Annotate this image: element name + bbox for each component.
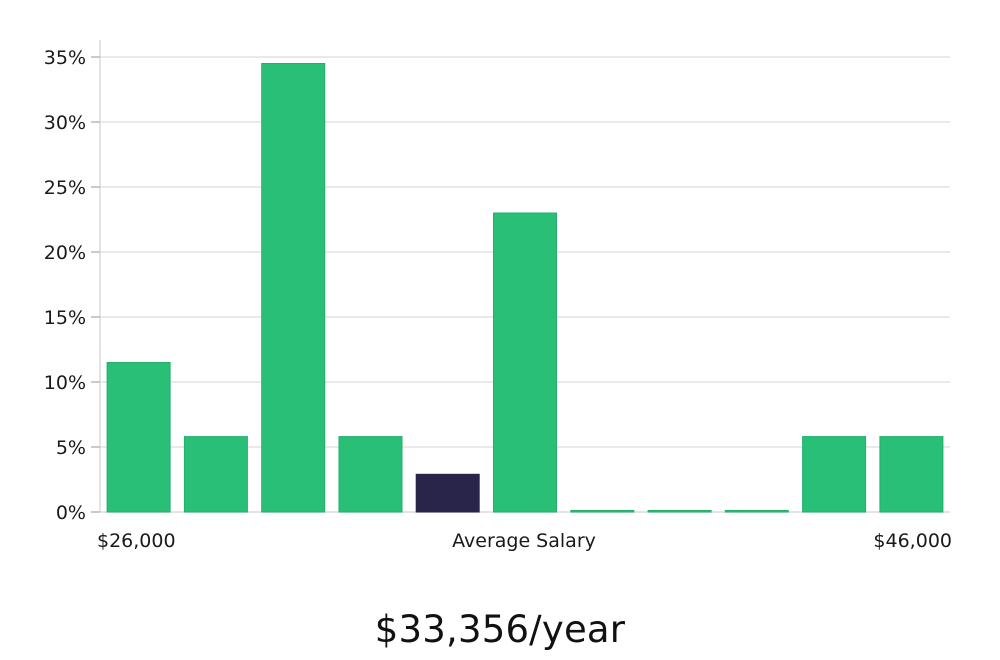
y-tick-label: 20% [44, 242, 86, 264]
bar [724, 510, 789, 513]
salary-histogram-chart: 0% 5% 10% 15% 20% 25% 30% 35% $26,000 Average S… [44, 40, 952, 552]
bar [183, 436, 248, 513]
bar [261, 63, 326, 513]
y-axis-ticks: 0% 5% 10% 15% 20% 25% 30% 35% [44, 47, 100, 524]
average-salary-value: $33,356/year [374, 608, 626, 651]
bar [570, 510, 635, 513]
y-tick-label: 25% [44, 177, 86, 199]
x-label-max: $46,000 [873, 530, 952, 552]
bar [647, 510, 712, 513]
y-tick-label: 15% [44, 307, 86, 329]
bar [879, 436, 944, 513]
bar-highlight-average [415, 473, 480, 513]
y-tick-label: 35% [44, 47, 86, 69]
x-label-min: $26,000 [97, 530, 176, 552]
bar [493, 212, 557, 513]
bars [106, 63, 944, 513]
bar [106, 362, 171, 513]
y-tick-label: 0% [56, 502, 86, 524]
y-tick-label: 10% [44, 372, 86, 394]
bar [338, 436, 403, 513]
x-axis-labels: $26,000 Average Salary $46,000 [97, 530, 952, 552]
bar [802, 436, 867, 513]
x-label-center: Average Salary [452, 530, 596, 552]
y-tick-label: 30% [44, 112, 86, 134]
y-tick-label: 5% [56, 437, 86, 459]
